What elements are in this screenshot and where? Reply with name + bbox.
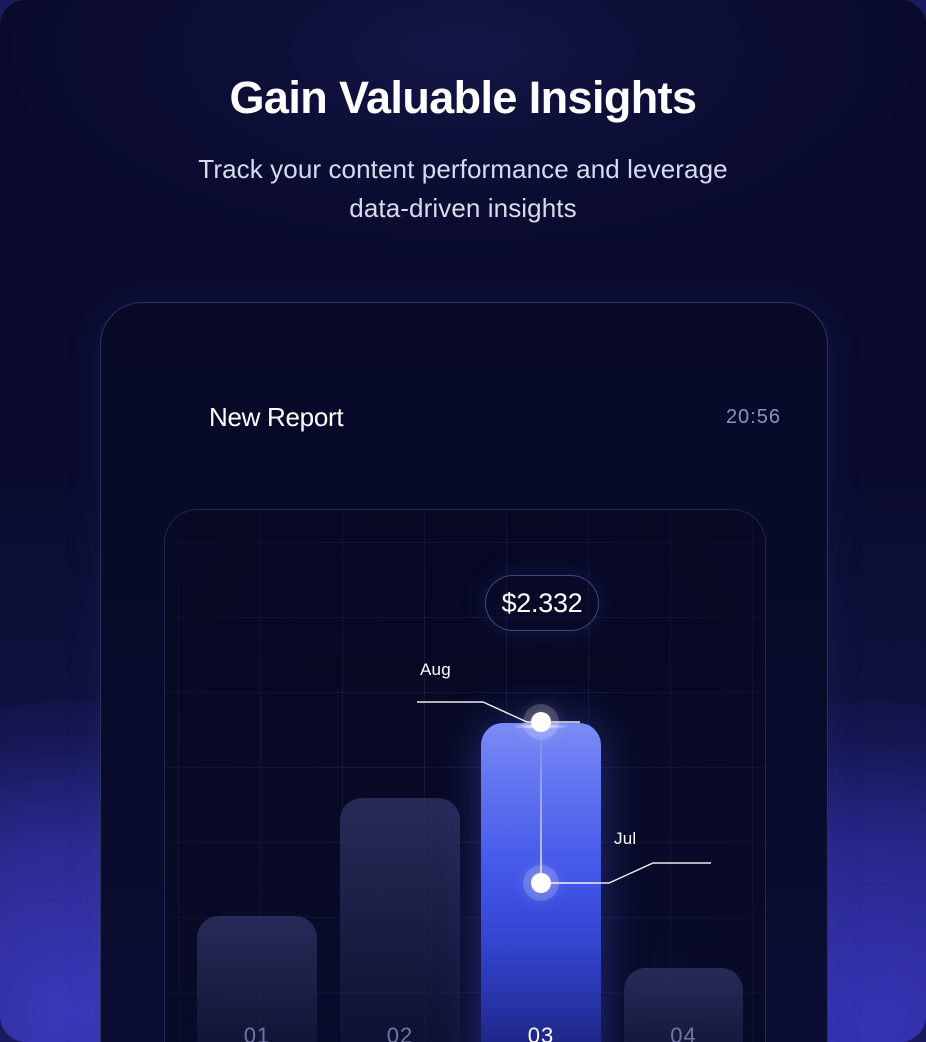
page-title: Gain Valuable Insights	[229, 72, 698, 123]
chart-panel: 01 02 03 04	[164, 509, 766, 1042]
marker-connector-line	[540, 738, 542, 888]
page-header: Gain Valuable Insights Track your conten…	[0, 72, 926, 229]
card-topbar: New Report 20:56	[101, 395, 827, 439]
bar-label-03: 03	[527, 1023, 555, 1042]
report-time: 20:56	[725, 405, 781, 428]
chart-bars: 01 02 03 04	[165, 510, 765, 1042]
page-subtitle: Track your content performance and lever…	[0, 150, 926, 229]
leader-label-aug: Aug	[420, 660, 451, 679]
marker-jul[interactable]	[531, 873, 551, 893]
leader-line-jul	[551, 862, 711, 884]
leader-label-jul: Jul	[614, 829, 637, 848]
bar-label-04: 04	[670, 1023, 697, 1042]
value-tooltip-text: $2.332	[501, 587, 583, 618]
bar-04[interactable]: 04	[624, 968, 743, 1042]
report-title: New Report	[209, 401, 344, 432]
bar-02[interactable]: 02	[340, 798, 460, 1042]
report-card: New Report 20:56 01 02 03 04	[100, 302, 828, 1042]
value-tooltip[interactable]: $2.332	[485, 575, 599, 631]
bar-label-02: 02	[386, 1023, 414, 1042]
page-subtitle-line-1: Track your content performance and lever…	[198, 153, 728, 184]
leader-line-aug	[417, 701, 580, 723]
page-subtitle-line-2: data-driven insights	[349, 193, 577, 224]
bar-label-01: 01	[243, 1023, 271, 1042]
bar-01[interactable]: 01	[197, 916, 317, 1042]
